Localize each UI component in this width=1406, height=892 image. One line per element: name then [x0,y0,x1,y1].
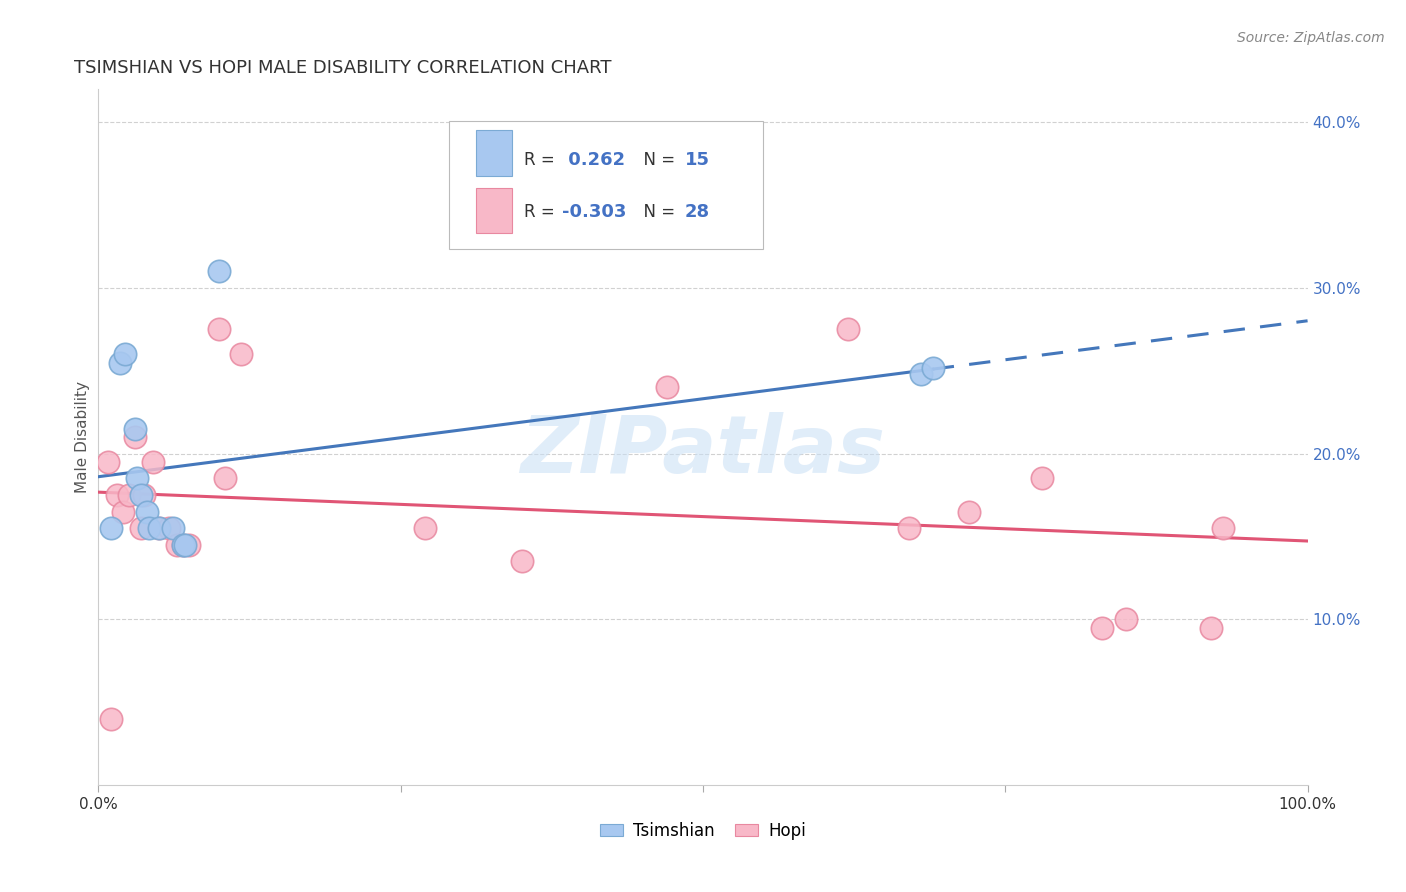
Text: N =: N = [633,203,681,221]
Point [1031,471,1053,485]
Point [837,322,859,336]
Text: 28: 28 [685,203,710,221]
Point [897,521,920,535]
Point [127,471,149,485]
Point [108,355,131,369]
Text: Source: ZipAtlas.com: Source: ZipAtlas.com [1237,31,1385,45]
Point [1091,621,1114,635]
Point [655,380,678,394]
Text: 15: 15 [685,151,710,169]
Point [142,455,165,469]
Point [1212,521,1234,535]
Point [162,521,184,535]
Point [148,521,170,535]
Text: ZIPatlas: ZIPatlas [520,412,886,490]
Point [100,712,122,726]
FancyBboxPatch shape [475,188,512,233]
Point [208,322,231,336]
Point [114,347,136,361]
Text: TSIMSHIAN VS HOPI MALE DISABILITY CORRELATION CHART: TSIMSHIAN VS HOPI MALE DISABILITY CORREL… [75,59,612,77]
Point [957,505,980,519]
FancyBboxPatch shape [475,130,512,176]
Point [1199,621,1222,635]
Point [166,538,188,552]
Point [413,521,436,535]
Point [214,471,236,485]
Point [135,505,157,519]
Text: -0.303: -0.303 [561,203,626,221]
Point [124,422,146,436]
Point [138,521,160,535]
Point [172,538,194,552]
Text: 0.262: 0.262 [561,151,624,169]
Point [172,538,194,552]
Point [148,521,170,535]
Text: N =: N = [633,151,681,169]
Point [105,488,128,502]
Point [208,264,231,278]
Point [174,538,197,552]
FancyBboxPatch shape [449,120,763,249]
Text: R =: R = [524,151,560,169]
Point [157,521,180,535]
Legend: Tsimshian, Hopi: Tsimshian, Hopi [593,815,813,847]
Point [124,430,146,444]
Point [921,360,943,375]
Point [129,488,152,502]
Point [111,505,134,519]
Point [910,367,932,381]
Point [510,554,533,568]
Point [179,538,201,552]
Point [134,488,156,502]
Point [118,488,141,502]
Y-axis label: Male Disability: Male Disability [75,381,90,493]
Point [229,347,252,361]
Text: R =: R = [524,203,560,221]
Point [1115,612,1137,626]
Point [100,521,122,535]
Point [97,455,120,469]
Point [129,521,152,535]
